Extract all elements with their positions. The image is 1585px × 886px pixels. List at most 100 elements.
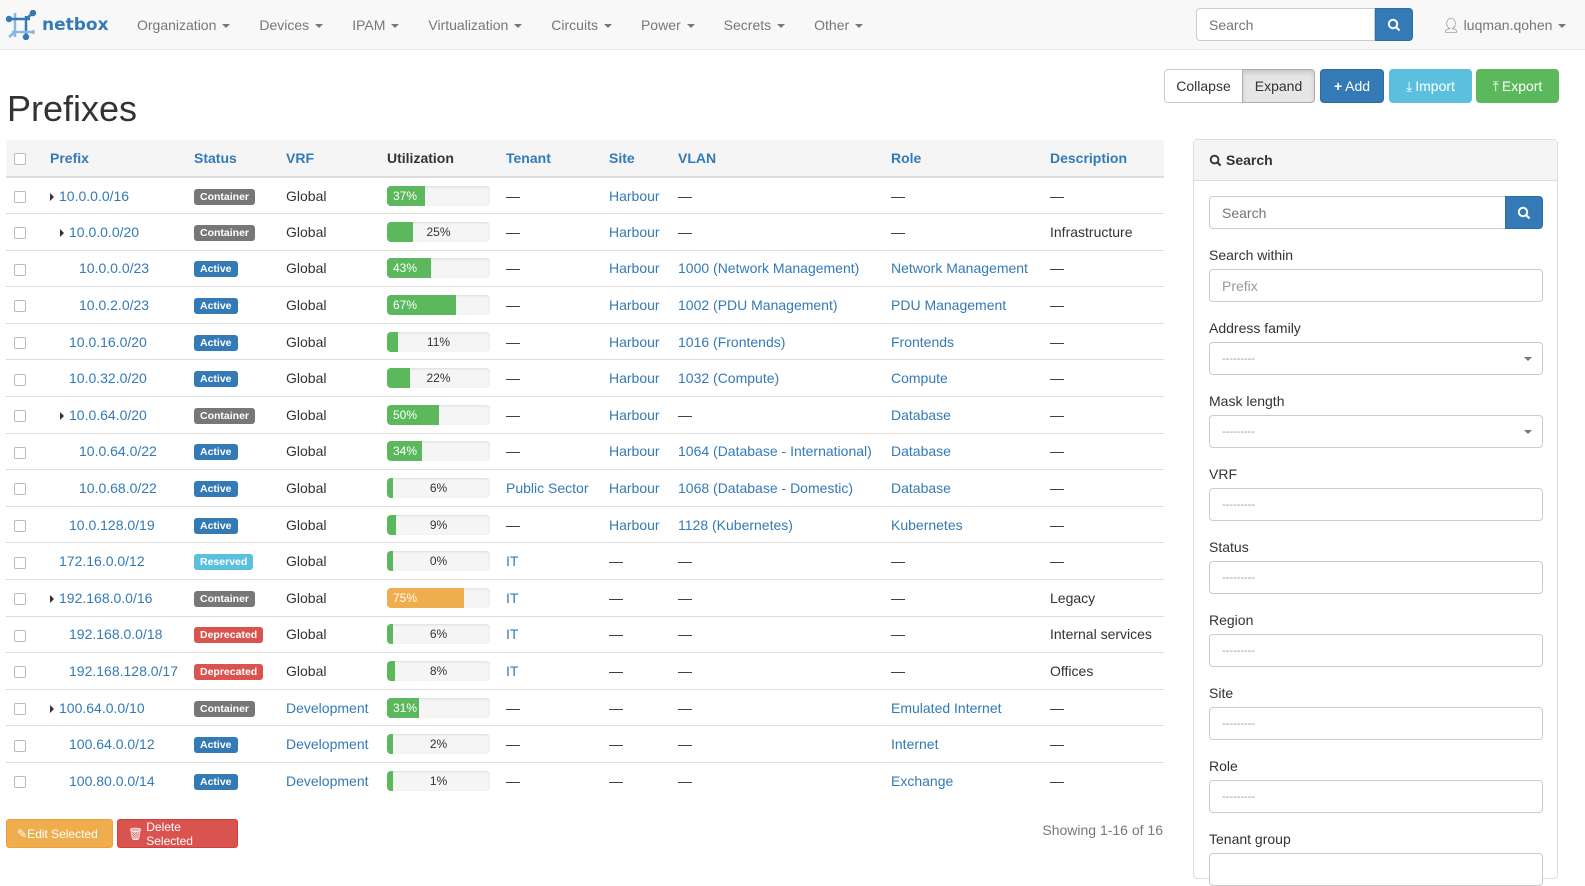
prefix-link[interactable]: 100.64.0.0/10 bbox=[59, 699, 145, 716]
vlan-value[interactable]: 1128 (Kubernetes) bbox=[678, 516, 793, 533]
role-value[interactable]: PDU Management bbox=[891, 297, 1007, 314]
prefix-link[interactable]: 172.16.0.0/12 bbox=[59, 553, 145, 570]
prefix-link[interactable]: 10.0.0.0/20 bbox=[69, 223, 140, 240]
status-input[interactable]: --------- bbox=[1209, 561, 1543, 594]
role-input[interactable]: --------- bbox=[1209, 780, 1543, 813]
row-checkbox[interactable] bbox=[14, 410, 26, 423]
region-input[interactable]: --------- bbox=[1209, 634, 1543, 667]
row-checkbox[interactable] bbox=[14, 776, 26, 789]
select-all-checkbox[interactable] bbox=[14, 153, 26, 166]
caret-right-icon[interactable] bbox=[60, 412, 64, 421]
menu-power[interactable]: Power bbox=[641, 17, 695, 33]
role-value[interactable]: Exchange bbox=[891, 773, 954, 790]
export-button[interactable]: ⤒ Export bbox=[1476, 69, 1559, 103]
prefix-link[interactable]: 10.0.0.0/16 bbox=[59, 187, 130, 204]
role-value[interactable]: Frontends bbox=[891, 333, 955, 350]
prefix-link[interactable]: 10.0.64.0/22 bbox=[79, 443, 157, 460]
row-checkbox[interactable] bbox=[14, 373, 26, 386]
header-label[interactable]: VLAN bbox=[678, 150, 717, 166]
site-value[interactable]: Harbour bbox=[609, 223, 660, 240]
header-vrf[interactable]: VRF bbox=[286, 140, 387, 178]
row-checkbox[interactable] bbox=[14, 739, 26, 752]
row-checkbox[interactable] bbox=[14, 227, 26, 240]
role-value[interactable]: Compute bbox=[891, 370, 948, 387]
vlan-value[interactable]: 1002 (PDU Management) bbox=[678, 297, 838, 314]
tenant-value[interactable]: IT bbox=[506, 589, 519, 606]
role-value[interactable]: Internet bbox=[891, 736, 939, 753]
add-button[interactable]: + Add bbox=[1320, 69, 1384, 103]
row-checkbox[interactable] bbox=[14, 519, 26, 532]
vrf-value[interactable]: Development bbox=[286, 773, 369, 790]
site-value[interactable]: Harbour bbox=[609, 260, 660, 277]
site-value[interactable]: Harbour bbox=[609, 333, 660, 350]
site-value[interactable]: Harbour bbox=[609, 516, 660, 533]
header-label[interactable]: Description bbox=[1050, 150, 1128, 166]
header-role[interactable]: Role bbox=[891, 140, 1050, 178]
prefix-link[interactable]: 100.80.0.0/14 bbox=[69, 773, 155, 790]
caret-right-icon[interactable] bbox=[60, 229, 64, 238]
nav-search-input[interactable] bbox=[1196, 8, 1375, 41]
tenant-group-input[interactable] bbox=[1209, 853, 1543, 886]
prefix-link[interactable]: 192.168.0.0/16 bbox=[59, 589, 153, 606]
menu-virtualization[interactable]: Virtualization bbox=[428, 17, 523, 33]
vrf-value[interactable]: Development bbox=[286, 699, 369, 716]
row-checkbox[interactable] bbox=[14, 556, 26, 569]
header-label[interactable]: Site bbox=[609, 150, 635, 166]
header-prefix[interactable]: Prefix bbox=[50, 140, 194, 178]
row-checkbox[interactable] bbox=[14, 483, 26, 496]
vrf-value[interactable]: Development bbox=[286, 736, 369, 753]
site-value[interactable]: Harbour bbox=[609, 187, 660, 204]
row-checkbox[interactable] bbox=[14, 190, 26, 203]
prefix-link[interactable]: 100.64.0.0/12 bbox=[69, 736, 155, 753]
sidebar-search-input[interactable] bbox=[1209, 196, 1506, 229]
header-label[interactable]: Tenant bbox=[506, 150, 551, 166]
caret-right-icon[interactable] bbox=[50, 595, 54, 604]
delete-selected-button[interactable]: 🗑︎ Delete Selected bbox=[117, 819, 238, 848]
tenant-value[interactable]: IT bbox=[506, 626, 519, 643]
menu-other[interactable]: Other bbox=[814, 17, 864, 33]
vrf-input[interactable]: --------- bbox=[1209, 488, 1543, 521]
site-value[interactable]: Harbour bbox=[609, 406, 660, 423]
row-checkbox[interactable] bbox=[14, 629, 26, 642]
site-input[interactable]: --------- bbox=[1209, 707, 1543, 740]
header-label[interactable]: Prefix bbox=[50, 150, 89, 166]
header-label[interactable]: VRF bbox=[286, 150, 314, 166]
row-checkbox[interactable] bbox=[14, 336, 26, 349]
row-checkbox[interactable] bbox=[14, 666, 26, 679]
header-label[interactable]: Role bbox=[891, 150, 922, 166]
site-value[interactable]: Harbour bbox=[609, 370, 660, 387]
user-menu[interactable]: 👤︎ luqman.qohen bbox=[1442, 17, 1567, 34]
vlan-value[interactable]: 1064 (Database - International) bbox=[678, 443, 872, 460]
vlan-value[interactable]: 1032 (Compute) bbox=[678, 370, 780, 387]
tenant-value[interactable]: Public Sector bbox=[506, 480, 589, 497]
site-value[interactable]: Harbour bbox=[609, 297, 660, 314]
row-checkbox[interactable] bbox=[14, 446, 26, 459]
row-checkbox[interactable] bbox=[14, 593, 26, 606]
mask-length-select[interactable]: --------- bbox=[1209, 415, 1543, 448]
prefix-link[interactable]: 10.0.64.0/20 bbox=[69, 406, 147, 423]
header-status[interactable]: Status bbox=[194, 140, 286, 178]
address-family-select[interactable]: --------- bbox=[1209, 342, 1543, 375]
vlan-value[interactable]: 1000 (Network Management) bbox=[678, 260, 860, 277]
collapse-button[interactable]: Collapse bbox=[1164, 69, 1243, 103]
role-value[interactable]: Kubernetes bbox=[891, 516, 963, 533]
expand-button[interactable]: Expand bbox=[1242, 69, 1315, 103]
vlan-value[interactable]: 1016 (Frontends) bbox=[678, 333, 786, 350]
row-checkbox[interactable] bbox=[14, 702, 26, 715]
menu-ipam[interactable]: IPAM bbox=[352, 17, 400, 33]
nav-search-button[interactable] bbox=[1375, 8, 1413, 41]
role-value[interactable]: Database bbox=[891, 406, 951, 423]
prefix-link[interactable]: 10.0.2.0/23 bbox=[79, 297, 150, 314]
sidebar-search-button[interactable] bbox=[1505, 196, 1543, 229]
row-checkbox[interactable] bbox=[14, 263, 26, 276]
prefix-link[interactable]: 192.168.128.0/17 bbox=[69, 663, 178, 680]
vlan-value[interactable]: 1068 (Database - Domestic) bbox=[678, 480, 854, 497]
tenant-value[interactable]: IT bbox=[506, 553, 519, 570]
menu-organization[interactable]: Organization bbox=[137, 17, 231, 33]
caret-right-icon[interactable] bbox=[50, 192, 54, 201]
prefix-link[interactable]: 10.0.128.0/19 bbox=[69, 516, 155, 533]
menu-devices[interactable]: Devices bbox=[259, 17, 324, 33]
prefix-link[interactable]: 192.168.0.0/18 bbox=[69, 626, 163, 643]
edit-selected-button[interactable]: ✎ Edit Selected bbox=[6, 819, 113, 848]
search-within-input[interactable]: Prefix bbox=[1209, 269, 1543, 302]
